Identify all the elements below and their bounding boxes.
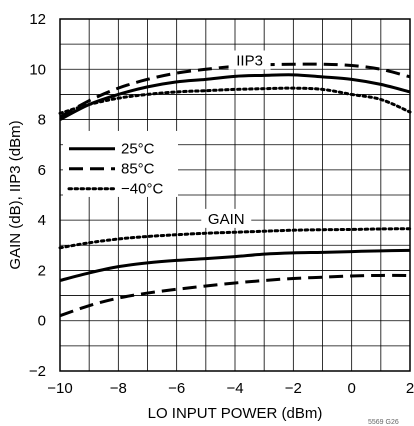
legend: 25°C 85°C −40°C [63,130,178,198]
legend-label: 25°C [121,141,155,158]
legend-background [63,130,178,197]
gain-annotation: GAIN [208,211,245,228]
iip3-annotation: IIP3 [236,52,263,69]
legend-label: −40°C [121,181,163,198]
series-iip3-dashed [59,62,411,119]
tick-labels: −10 −8 −6 −4 −2 0 2 −2 0 2 4 6 8 10 12 [29,11,414,397]
series-gain-solid [59,248,411,282]
series-iip3-solid [59,73,411,121]
y-tick-label: 12 [29,11,46,28]
x-tick-label: −2 [285,380,302,397]
y-tick-label: 8 [38,112,46,129]
y-axis-label: GAIN (dB), IIP3 (dBm) [7,120,24,269]
x-tick-label: −4 [226,380,243,397]
plot-frame [59,18,411,372]
series [58,62,412,318]
x-axis-label: LO INPUT POWER (dBm) [148,405,323,422]
x-tick-label: −8 [110,380,127,397]
x-tick-label: −10 [47,380,72,397]
figure-id: 5569 G26 [368,419,399,426]
y-tick-label: 10 [29,61,46,78]
series-gain-dotted [58,227,412,250]
y-tick-label: 4 [38,212,46,229]
legend-label: 85°C [121,161,155,178]
series-gain-dashed [59,273,411,318]
x-tick-label: −6 [168,380,185,397]
y-tick-label: 6 [38,162,46,179]
series-iip3-dotted [58,86,412,115]
y-tick-label: 2 [38,262,46,279]
annotation-background [228,50,271,70]
x-tick-label: 0 [347,380,355,397]
y-tick-label: 0 [38,313,46,330]
y-tick-label: −2 [29,363,46,380]
x-tick-label: 2 [406,380,414,397]
annotation-background [201,208,252,228]
